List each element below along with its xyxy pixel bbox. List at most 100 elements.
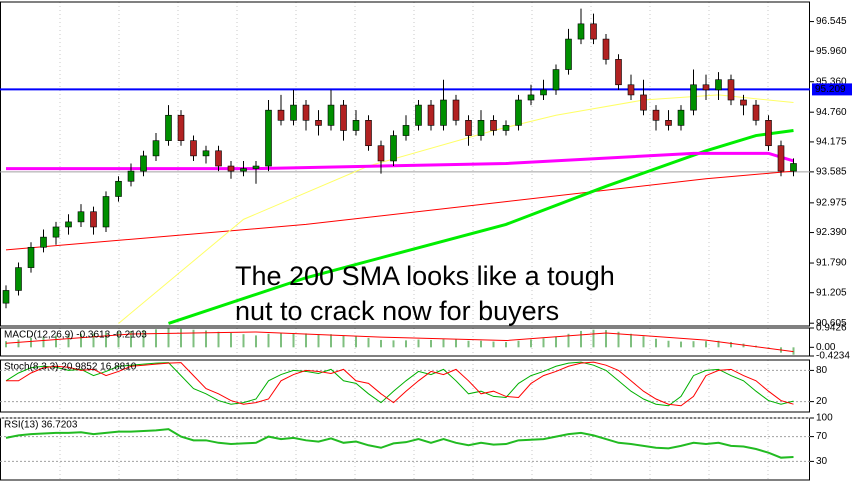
macd-bar <box>367 337 370 348</box>
macd-bar <box>80 333 82 348</box>
macd-bar <box>492 341 495 348</box>
macd-bar <box>42 336 45 348</box>
candle-body <box>402 125 410 136</box>
candle-body <box>90 211 97 228</box>
candle-body <box>577 23 585 40</box>
candle-body <box>277 109 285 121</box>
candle-body <box>2 290 10 304</box>
candle-body <box>52 226 60 238</box>
y-tick-label: 91.790 <box>816 258 847 269</box>
candle-body <box>327 104 335 126</box>
candle-body <box>440 99 447 126</box>
macd-bar <box>580 330 582 348</box>
candle-body <box>315 120 322 126</box>
macd-bar <box>155 329 157 348</box>
macd-bar <box>505 341 507 348</box>
macd-bar <box>242 334 245 348</box>
macd-bar <box>617 331 620 348</box>
macd-bar <box>605 330 607 348</box>
y-tick-label: 91.205 <box>816 287 847 298</box>
y-tick-label: 0.00 <box>816 342 836 353</box>
y-tick-label: 20 <box>816 396 828 407</box>
macd-bar <box>130 330 132 348</box>
macd-bar <box>730 341 732 348</box>
candle-body <box>65 221 72 228</box>
macd-bar <box>467 340 470 348</box>
candle-body <box>152 140 160 157</box>
indicator-line <box>6 361 794 407</box>
candle-body <box>727 79 735 101</box>
macd-bar <box>392 340 395 348</box>
candle-body <box>177 114 185 141</box>
macd-bar <box>55 335 57 348</box>
macd-bar <box>667 340 670 348</box>
macd-bar <box>355 336 357 348</box>
macd-bar <box>642 336 645 348</box>
candle-body <box>677 109 685 126</box>
macd-bar <box>692 341 695 348</box>
macd-bar <box>705 341 707 348</box>
panel-title: Stoch(8,3,3) 20.9852 16.8810 <box>4 362 137 373</box>
macd-bar <box>105 332 107 348</box>
candle-body <box>365 120 372 147</box>
macd-bar <box>680 341 682 348</box>
candle-body <box>702 84 710 91</box>
y-tick-label: 30 <box>816 456 828 467</box>
candle-body <box>740 99 747 106</box>
candle-body <box>690 84 697 111</box>
indicator-line <box>5 428 794 459</box>
candle-body <box>615 59 622 86</box>
macd-bar <box>180 328 182 348</box>
candle-body <box>390 135 397 162</box>
macd-bar <box>205 330 207 348</box>
candle-body <box>415 104 422 126</box>
macd-bar <box>280 333 282 348</box>
macd-bar <box>67 334 70 348</box>
candle-body <box>602 38 610 60</box>
macd-bar <box>230 332 232 348</box>
candle-body <box>290 104 297 121</box>
moving-average <box>5 170 794 251</box>
moving-average <box>168 128 794 325</box>
candle-body <box>252 165 260 169</box>
candle-body <box>202 150 210 157</box>
macd-bar <box>792 347 795 355</box>
macd-bar <box>117 331 120 348</box>
candle-body <box>477 120 485 136</box>
macd-bar <box>442 339 445 348</box>
candle-body <box>352 120 360 131</box>
candle-body <box>102 196 110 228</box>
candle-body <box>752 104 760 121</box>
macd-bar <box>217 331 220 348</box>
indicator-line <box>5 361 794 407</box>
candle-body <box>190 140 197 157</box>
macd-bar <box>267 333 270 348</box>
candle-body <box>165 114 172 141</box>
y-tick-label: 95.360 <box>816 76 847 87</box>
candle-body <box>340 104 347 131</box>
macd-bar <box>192 329 195 348</box>
macd-bar <box>717 340 720 348</box>
candle-body <box>527 94 535 101</box>
macd-bar <box>17 339 20 348</box>
candle-body <box>540 89 547 96</box>
candle-body <box>377 145 385 162</box>
macd-bar <box>592 329 595 348</box>
panel-frame <box>0 359 810 413</box>
y-tick-label: 94.175 <box>816 137 847 148</box>
candle-body <box>565 38 572 70</box>
y-tick-label: 94.760 <box>816 107 847 118</box>
candle-body <box>140 155 147 172</box>
candle-body <box>27 246 35 268</box>
annotation: nut to crack now for buyers <box>235 296 559 326</box>
macd-bar <box>317 334 320 348</box>
candle-body <box>640 94 647 111</box>
macd-bar <box>480 340 482 348</box>
panel-frame <box>0 327 810 357</box>
candle-body <box>777 145 785 172</box>
y-tick-label: 70 <box>816 431 828 442</box>
macd-bar <box>380 339 382 348</box>
price-level-tag <box>812 83 852 96</box>
y-tick-label: 93.585 <box>816 167 847 178</box>
